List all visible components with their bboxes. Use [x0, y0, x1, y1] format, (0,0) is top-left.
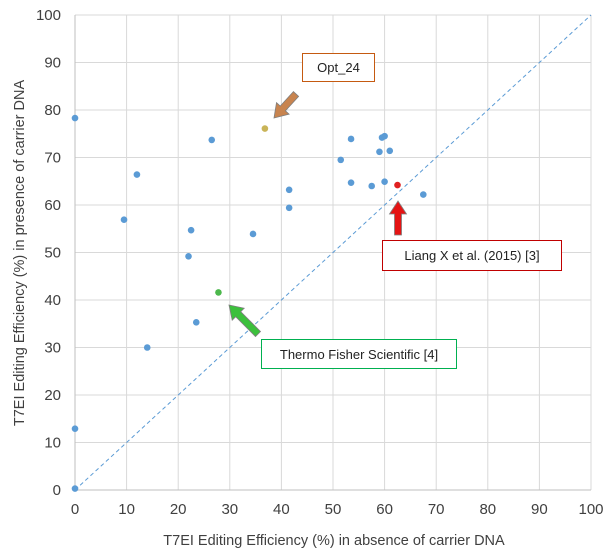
data-point [381, 178, 388, 186]
data-point [337, 156, 345, 164]
x-tick-labels: 0 10 20 30 40 50 60 70 80 90 100 [71, 501, 604, 518]
y-axis-title: T7EI Editing Efficiency (%) in presence … [12, 80, 28, 427]
y-tick-label: 30 [44, 340, 61, 357]
x-tick-label: 50 [325, 501, 342, 518]
x-tick-label: 0 [71, 501, 79, 518]
data-point [208, 136, 216, 144]
thermo-callout-label: Thermo Fisher Scientific [4] [279, 346, 439, 362]
x-tick-label: 90 [531, 501, 548, 518]
x-tick-label: 100 [578, 501, 603, 518]
data-point [71, 425, 79, 433]
data-point [347, 135, 355, 143]
x-tick-label: 20 [170, 501, 187, 518]
data-point [285, 204, 293, 212]
data-point [285, 186, 293, 194]
x-tick-label: 80 [479, 501, 496, 518]
diagonal-reference-line [74, 14, 592, 491]
reference-line [74, 14, 592, 491]
y-tick-label: 10 [44, 435, 61, 452]
thermo-callout: Thermo Fisher Scientific [4] [261, 339, 457, 369]
data-points [71, 114, 427, 492]
data-point [347, 179, 355, 186]
opt24-callout: Opt_24 [302, 53, 375, 82]
y-tick-label: 20 [44, 387, 61, 404]
data-point [394, 181, 401, 189]
data-point [381, 132, 388, 140]
x-tick-label: 40 [273, 501, 290, 518]
x-axis-title: T7EI Editing Efficiency (%) in absence o… [163, 533, 505, 549]
data-point [143, 344, 151, 351]
y-tick-label: 40 [44, 292, 61, 309]
y-tick-label: 80 [44, 102, 61, 119]
data-point [376, 148, 383, 156]
data-point [261, 125, 269, 132]
y-tick-label: 70 [44, 150, 61, 167]
data-point [249, 230, 257, 238]
data-point [71, 485, 79, 492]
x-tick-label: 30 [221, 501, 238, 518]
liang-callout-label: Liang X et al. (2015) [3] [404, 248, 540, 263]
y-tick-label: 60 [44, 197, 61, 214]
y-tick-label: 90 [44, 55, 61, 72]
liang-arrow [388, 200, 408, 236]
axes [74, 15, 591, 491]
x-tick-label: 60 [376, 501, 393, 518]
opt24-arrow [273, 91, 300, 119]
data-point [386, 147, 394, 155]
x-tick-label: 70 [428, 501, 445, 518]
x-tick-label: 10 [118, 501, 135, 518]
y-tick-label: 50 [44, 245, 61, 262]
data-point [420, 191, 427, 198]
callout-arrows [228, 91, 408, 338]
data-point [133, 171, 141, 178]
data-point [192, 319, 200, 326]
data-point [71, 114, 79, 122]
y-tick-labels: 0 10 20 30 40 50 60 70 80 90 100 [36, 7, 61, 499]
data-point [185, 252, 192, 260]
liang-callout: Liang X et al. (2015) [3] [382, 240, 562, 271]
data-point [120, 216, 128, 224]
y-tick-label: 100 [36, 7, 61, 24]
y-tick-label: 0 [53, 482, 61, 499]
data-point [187, 226, 195, 234]
thermo-arrow [228, 304, 262, 338]
opt24-callout-label: Opt_24 [317, 60, 360, 75]
data-point [215, 289, 222, 296]
data-point [368, 182, 376, 190]
